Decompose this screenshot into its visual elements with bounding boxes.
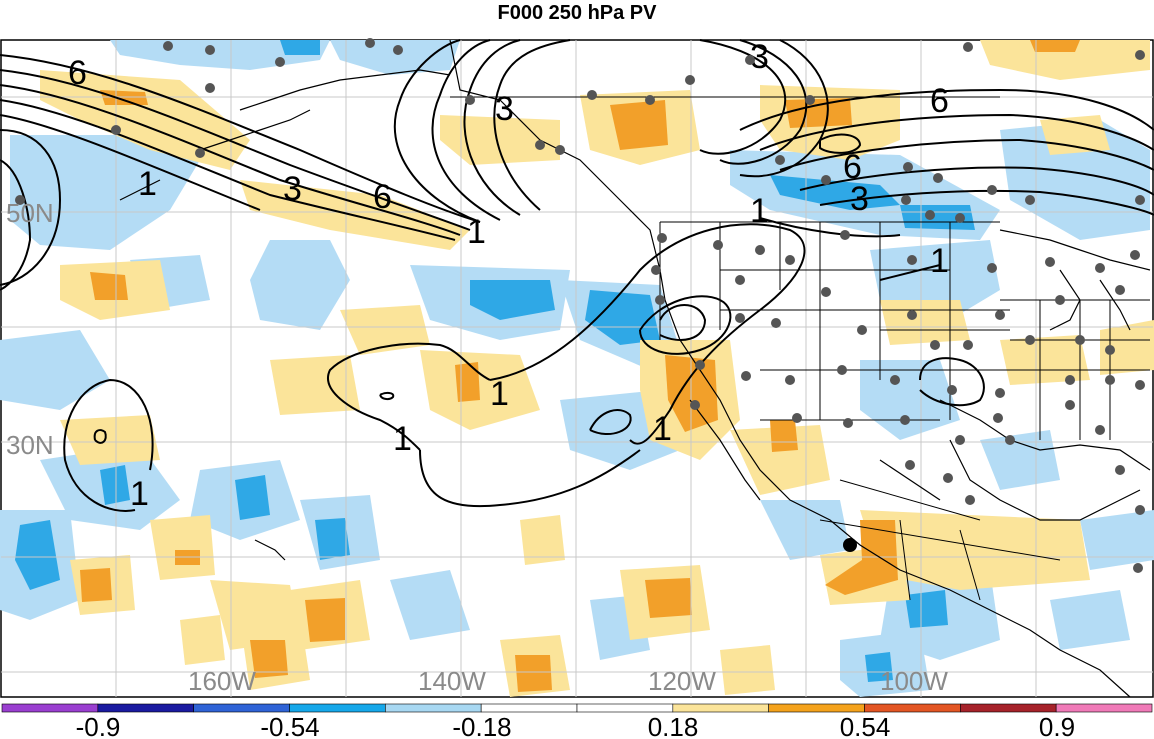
- colorbar-segment: [97, 703, 194, 713]
- contour-label: 1: [467, 213, 486, 251]
- colorbar-segment: [1055, 703, 1153, 713]
- colorbar-segment: [385, 703, 482, 713]
- lon-label: 160W: [188, 666, 256, 696]
- colorbar-segment: [289, 703, 386, 713]
- colorbar-label: -0.54: [260, 712, 319, 739]
- chart-title: F000 250 hPa PV: [497, 2, 657, 24]
- station-dots: [15, 38, 1145, 573]
- colorbar-label: 0.18: [648, 712, 699, 739]
- contour-label: 1: [653, 410, 672, 448]
- contour-label: 3: [850, 180, 869, 218]
- contour-labels: 6 1 3 6 1 3 6 3 6 1 1 1 1 1 3 1: [68, 38, 949, 513]
- contour-label: 3: [495, 90, 514, 128]
- colorbar-segment: [864, 703, 961, 713]
- colorbar-label: 0.9: [1039, 712, 1075, 739]
- lon-label: 140W: [418, 666, 486, 696]
- colorbar: [1, 703, 1153, 713]
- lat-lon-grid: [1, 40, 1153, 697]
- colorbar-segment: [672, 703, 769, 713]
- lat-label: 50N: [6, 198, 54, 228]
- colorbar-segment: [193, 703, 290, 713]
- contour-label: 6: [68, 54, 87, 92]
- colorbar-segment: [1, 703, 99, 713]
- colorbar-segment: [768, 703, 865, 713]
- colorbar-label: -0.9: [76, 712, 121, 739]
- pv-contours: [0, 39, 1154, 512]
- contour-label: 1: [393, 420, 412, 458]
- contour-label: 1: [490, 375, 509, 413]
- contour-label: 1: [750, 192, 769, 230]
- colorbar-segment: [960, 703, 1057, 713]
- contour-label: 6: [373, 178, 392, 216]
- contour-label: 6: [843, 148, 862, 186]
- colorbar-label: 0.54: [840, 712, 891, 739]
- contour-label: 1: [930, 242, 949, 280]
- lat-label: 30N: [6, 430, 54, 460]
- contour-label: 3: [750, 38, 769, 76]
- colorbar-labels: -0.9 -0.54 -0.18 0.18 0.54 0.9: [76, 712, 1075, 739]
- colorbar-segment: [480, 703, 578, 713]
- colorbar-segment: [576, 703, 674, 713]
- contour-label: 1: [138, 165, 157, 203]
- contour-label: 6: [930, 82, 949, 120]
- contour-label: 1: [130, 475, 149, 513]
- lon-label: 100W: [880, 666, 948, 696]
- colorbar-label: -0.18: [452, 712, 511, 739]
- highlight-point: [843, 538, 857, 552]
- coastlines: [119, 39, 1151, 698]
- lon-label: 120W: [648, 666, 716, 696]
- contour-label: 3: [283, 170, 302, 208]
